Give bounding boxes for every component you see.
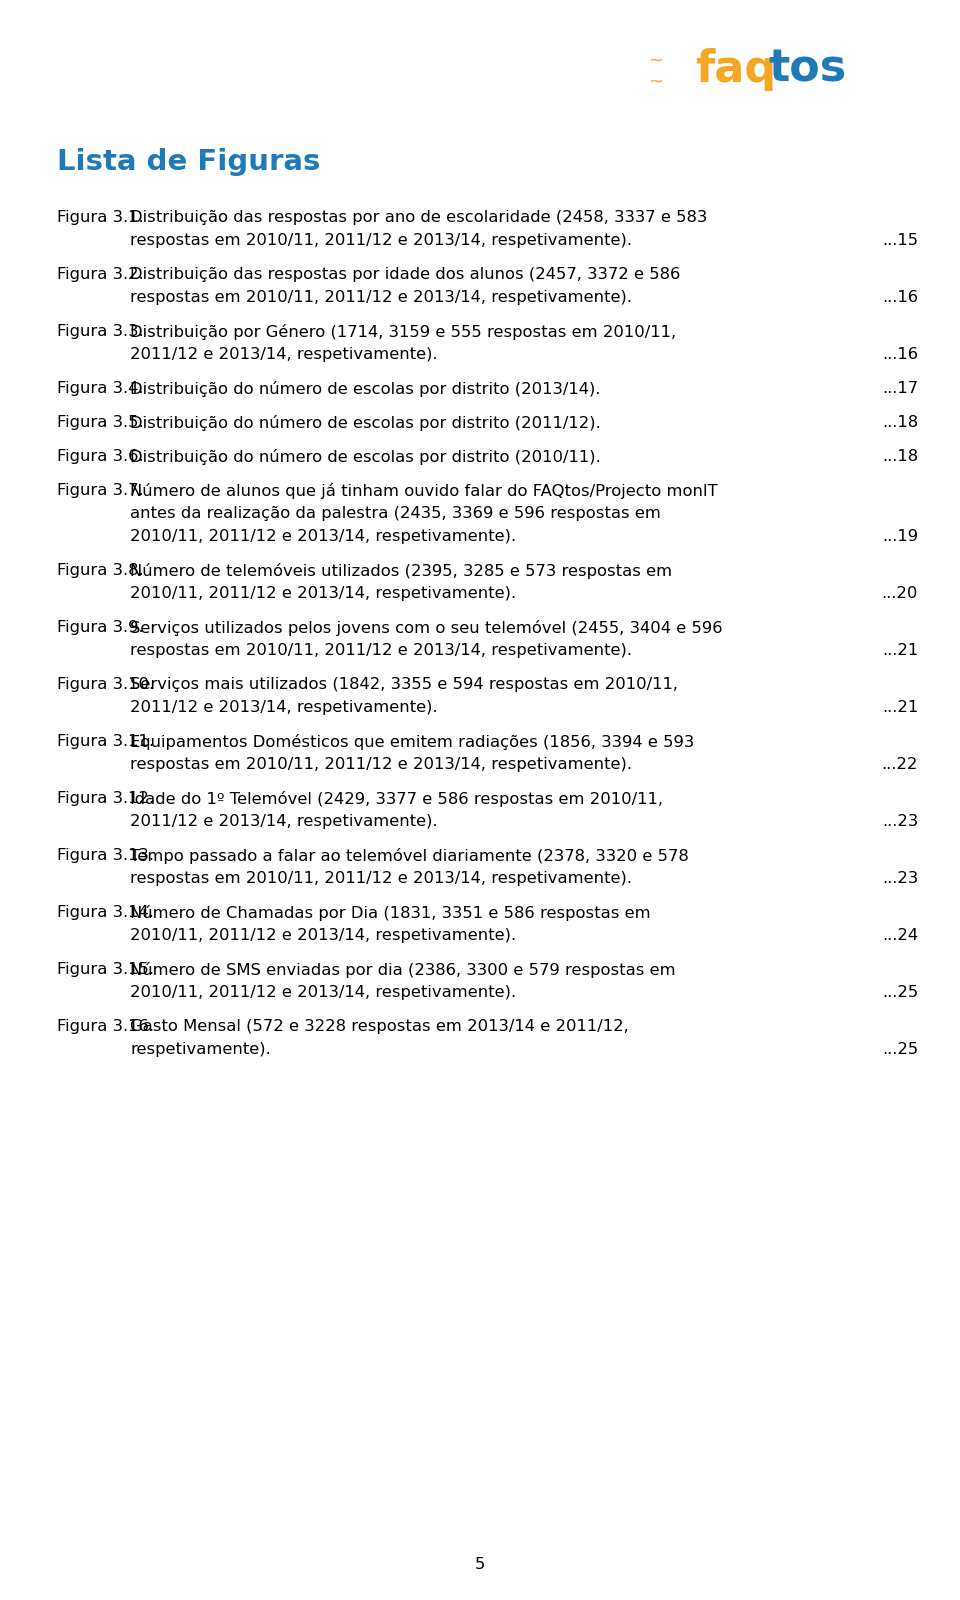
Text: Distribuição do número de escolas por distrito (2013/14).: Distribuição do número de escolas por di… <box>130 381 601 397</box>
Text: Figura 3.13.: Figura 3.13. <box>57 848 154 862</box>
Text: ...16: ...16 <box>882 290 918 306</box>
Text: Figura 3.12.: Figura 3.12. <box>57 790 155 806</box>
Text: ...23: ...23 <box>881 814 918 829</box>
Text: ~
~: ~ ~ <box>648 51 663 91</box>
Text: ...18: ...18 <box>882 450 918 464</box>
Text: ...18: ...18 <box>882 414 918 430</box>
Text: Figura 3.2.: Figura 3.2. <box>57 267 144 282</box>
Text: ...25: ...25 <box>881 986 918 1000</box>
Text: respostas em 2010/11, 2011/12 e 2013/14, respetivamente).: respostas em 2010/11, 2011/12 e 2013/14,… <box>130 757 632 773</box>
Text: Figura 3.15.: Figura 3.15. <box>57 962 154 978</box>
Text: 5: 5 <box>475 1557 485 1571</box>
Text: 2010/11, 2011/12 e 2013/14, respetivamente).: 2010/11, 2011/12 e 2013/14, respetivamen… <box>130 928 516 942</box>
Text: ...22: ...22 <box>881 757 918 773</box>
Text: Figura 3.11.: Figura 3.11. <box>57 734 154 749</box>
Text: Figura 3.16.: Figura 3.16. <box>57 1019 154 1034</box>
Text: respostas em 2010/11, 2011/12 e 2013/14, respetivamente).: respostas em 2010/11, 2011/12 e 2013/14,… <box>130 234 632 248</box>
Text: Figura 3.5.: Figura 3.5. <box>57 414 144 430</box>
Text: respostas em 2010/11, 2011/12 e 2013/14, respetivamente).: respostas em 2010/11, 2011/12 e 2013/14,… <box>130 870 632 886</box>
Text: tos: tos <box>768 48 847 91</box>
Text: Distribuição do número de escolas por distrito (2011/12).: Distribuição do número de escolas por di… <box>130 414 601 430</box>
Text: respetivamente).: respetivamente). <box>130 1042 271 1058</box>
Text: Figura 3.4.: Figura 3.4. <box>57 381 143 395</box>
Text: Figura 3.14.: Figura 3.14. <box>57 906 154 920</box>
Text: Lista de Figuras: Lista de Figuras <box>57 149 321 176</box>
Text: ...20: ...20 <box>881 586 918 602</box>
Text: Distribuição do número de escolas por distrito (2010/11).: Distribuição do número de escolas por di… <box>130 450 601 466</box>
Text: Número de SMS enviadas por dia (2386, 3300 e 579 respostas em: Número de SMS enviadas por dia (2386, 33… <box>130 962 676 978</box>
Text: ...24: ...24 <box>882 928 918 942</box>
Text: ...19: ...19 <box>882 530 918 544</box>
Text: Figura 3.6.: Figura 3.6. <box>57 450 144 464</box>
Text: faq: faq <box>695 48 777 91</box>
Text: Número de Chamadas por Dia (1831, 3351 e 586 respostas em: Número de Chamadas por Dia (1831, 3351 e… <box>130 906 651 922</box>
Text: ...17: ...17 <box>882 381 918 395</box>
Text: Distribuição por Género (1714, 3159 e 555 respostas em 2010/11,: Distribuição por Género (1714, 3159 e 55… <box>130 323 676 341</box>
Text: ...16: ...16 <box>882 347 918 362</box>
Text: ...21: ...21 <box>881 701 918 715</box>
Text: Tempo passado a falar ao telemóvel diariamente (2378, 3320 e 578: Tempo passado a falar ao telemóvel diari… <box>130 848 688 864</box>
Text: Serviços mais utilizados (1842, 3355 e 594 respostas em 2010/11,: Serviços mais utilizados (1842, 3355 e 5… <box>130 677 678 691</box>
Text: 2010/11, 2011/12 e 2013/14, respetivamente).: 2010/11, 2011/12 e 2013/14, respetivamen… <box>130 986 516 1000</box>
Text: Serviços utilizados pelos jovens com o seu telemóvel (2455, 3404 e 596: Serviços utilizados pelos jovens com o s… <box>130 619 723 635</box>
Text: respostas em 2010/11, 2011/12 e 2013/14, respetivamente).: respostas em 2010/11, 2011/12 e 2013/14,… <box>130 643 632 658</box>
Text: Figura 3.3.: Figura 3.3. <box>57 323 144 339</box>
Text: Idade do 1º Telemóvel (2429, 3377 e 586 respostas em 2010/11,: Idade do 1º Telemóvel (2429, 3377 e 586 … <box>130 790 663 806</box>
Text: 2011/12 e 2013/14, respetivamente).: 2011/12 e 2013/14, respetivamente). <box>130 347 438 362</box>
Text: Figura 3.7.: Figura 3.7. <box>57 483 144 498</box>
Text: ...25: ...25 <box>881 1042 918 1058</box>
Text: Figura 3.10.: Figura 3.10. <box>57 677 155 691</box>
Text: respostas em 2010/11, 2011/12 e 2013/14, respetivamente).: respostas em 2010/11, 2011/12 e 2013/14,… <box>130 290 632 306</box>
Text: Equipamentos Domésticos que emitem radiações (1856, 3394 e 593: Equipamentos Domésticos que emitem radia… <box>130 734 694 750</box>
Text: Figura 3.9.: Figura 3.9. <box>57 619 144 635</box>
Text: Distribuição das respostas por ano de escolaridade (2458, 3337 e 583: Distribuição das respostas por ano de es… <box>130 210 708 226</box>
Text: Distribuição das respostas por idade dos alunos (2457, 3372 e 586: Distribuição das respostas por idade dos… <box>130 267 681 282</box>
Text: Número de telemóveis utilizados (2395, 3285 e 573 respostas em: Número de telemóveis utilizados (2395, 3… <box>130 563 672 579</box>
Text: Gasto Mensal (572 e 3228 respostas em 2013/14 e 2011/12,: Gasto Mensal (572 e 3228 respostas em 20… <box>130 1019 629 1034</box>
Text: Número de alunos que já tinham ouvido falar do FAQtos/Projecto monIT: Número de alunos que já tinham ouvido fa… <box>130 483 718 499</box>
Text: Figura 3.8.: Figura 3.8. <box>57 563 144 578</box>
Text: 2011/12 e 2013/14, respetivamente).: 2011/12 e 2013/14, respetivamente). <box>130 701 438 715</box>
Text: ...15: ...15 <box>882 234 918 248</box>
Text: antes da realização da palestra (2435, 3369 e 596 respostas em: antes da realização da palestra (2435, 3… <box>130 506 660 522</box>
Text: Figura 3.1.: Figura 3.1. <box>57 210 144 226</box>
Text: 2011/12 e 2013/14, respetivamente).: 2011/12 e 2013/14, respetivamente). <box>130 814 438 829</box>
Text: ...23: ...23 <box>881 870 918 886</box>
Text: 2010/11, 2011/12 e 2013/14, respetivamente).: 2010/11, 2011/12 e 2013/14, respetivamen… <box>130 530 516 544</box>
Text: ...21: ...21 <box>881 643 918 658</box>
Text: 2010/11, 2011/12 e 2013/14, respetivamente).: 2010/11, 2011/12 e 2013/14, respetivamen… <box>130 586 516 602</box>
